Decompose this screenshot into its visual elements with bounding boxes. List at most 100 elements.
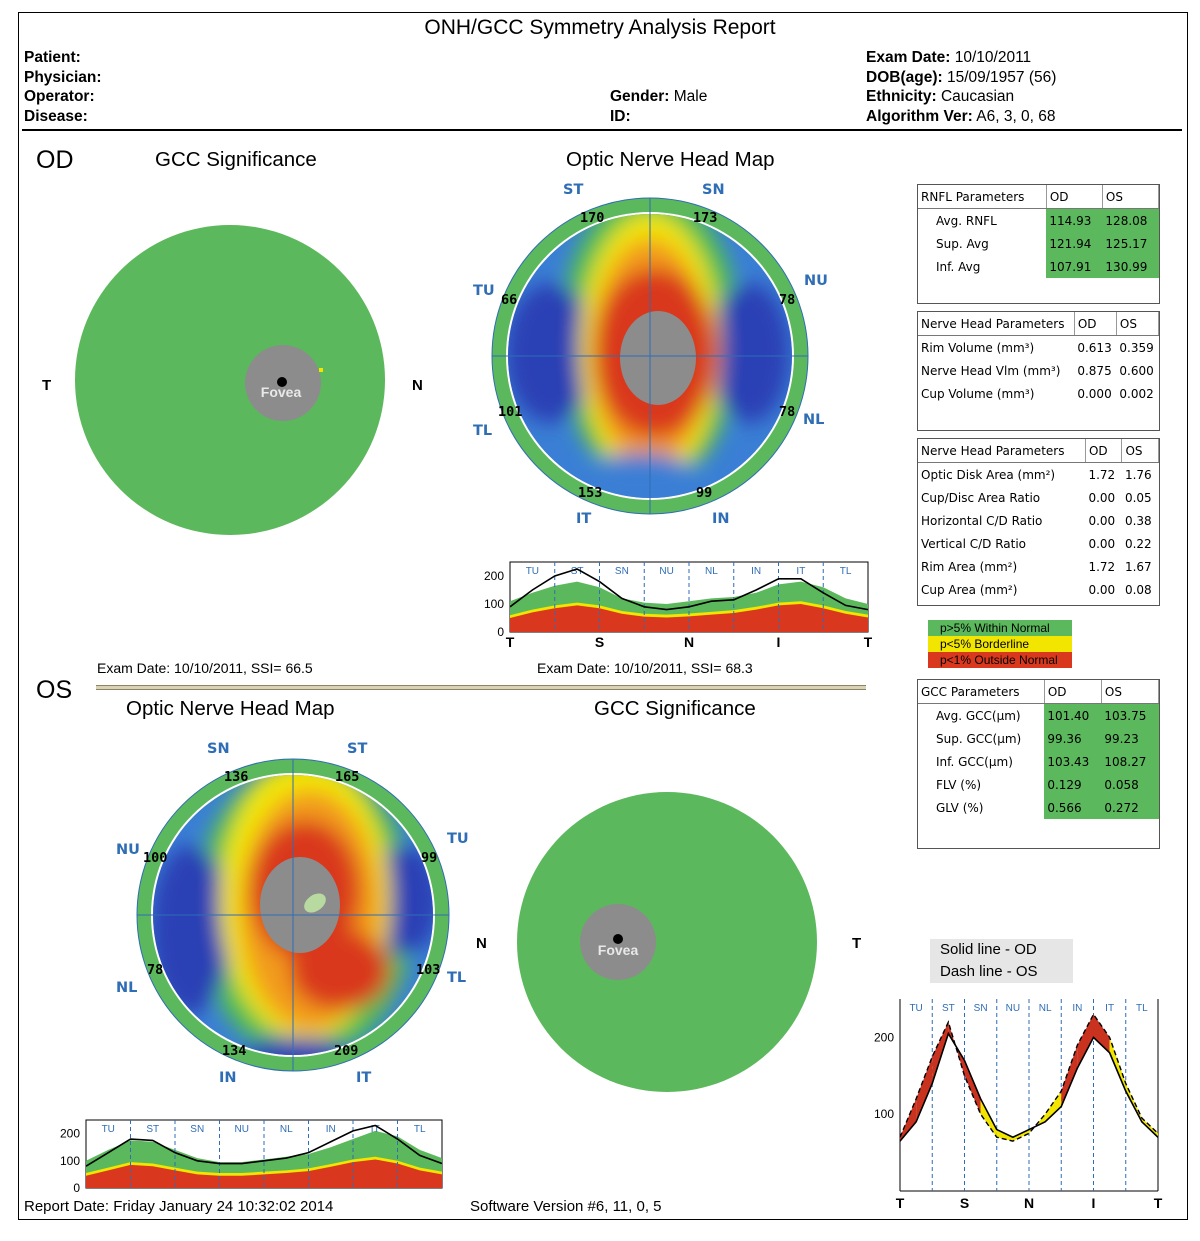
sector-label: TU [102, 1124, 115, 1135]
dob-value: 15/09/1957 (56) [946, 68, 1057, 86]
table-row: Vertical C/D Ratio 0.00 0.22 [918, 532, 1159, 555]
y-tick-label: 0 [497, 625, 504, 639]
y-tick-label: 200 [484, 569, 504, 583]
table-cell-label: Sup. Avg [936, 236, 989, 251]
table-cell-od: 114.93 [1046, 208, 1103, 232]
od-value-nasal-up: 78 [779, 292, 796, 308]
nerve-head-volume-table: Nerve Head Parameters OD OS Rim Volume (mm³… [917, 311, 1160, 431]
software-version: Software Version #6, 11, 0, 5 [470, 1198, 662, 1215]
sector-label: NU [235, 1124, 249, 1135]
os-cup-disc [260, 857, 340, 953]
table-row: GLV (%) 0.566 0.272 [918, 796, 1159, 819]
os-sector-nl: NL [116, 980, 138, 996]
x-tick-label: T [896, 1195, 905, 1211]
report-title: ONH/GCC Symmetry Analysis Report [424, 16, 776, 39]
od-gcc-normal-area [75, 225, 385, 535]
table-cell-label: Rim Area (mm²) [921, 559, 1018, 574]
table-cell-os: 0.058 [1101, 773, 1159, 796]
table-cell-od: 121.94 [1046, 232, 1103, 255]
table-header-0: RNFL Parameters [918, 185, 1047, 209]
od-value-inf-nasal: 99 [696, 485, 713, 501]
sector-label: NU [1006, 1003, 1020, 1014]
table-cell-label: Avg. GCC(µm) [936, 708, 1021, 723]
operator-label: Operator: [24, 88, 95, 105]
table-cell-label: Cup Volume (mm³) [921, 386, 1035, 401]
os-value-temp-low: 103 [416, 962, 441, 978]
difference-band [1077, 1014, 1094, 1069]
sector-label: IN [751, 566, 761, 577]
os-value-nasal-up: 100 [143, 850, 168, 866]
x-tick-label: S [595, 634, 604, 650]
legend-borderline: p<5% Borderline [928, 636, 1072, 652]
table-cell-od: 0.566 [1044, 796, 1102, 819]
table-row: Cup Area (mm²) 0.00 0.08 [918, 578, 1159, 601]
difference-band [900, 1098, 917, 1142]
od-gcc-significance-map: Fovea T N [42, 225, 423, 535]
exam-date-value: 10/10/2011 [954, 49, 1032, 66]
table-header-0: Nerve Head Parameters [918, 312, 1075, 336]
table-cell-os: 0.359 [1119, 340, 1154, 355]
od-n-label: N [412, 377, 423, 394]
difference-band [932, 1022, 949, 1084]
table-row: Optic Disk Area (mm²) 1.72 1.76 [918, 463, 1159, 487]
sector-label: IN [1072, 1003, 1082, 1014]
od-sector-nl: NL [803, 412, 825, 428]
measured-line [509, 568, 869, 611]
os-value-inf-temp: 209 [334, 1043, 359, 1059]
table-cell-label: GLV (%) [936, 800, 984, 815]
legend-within-normal: p>5% Within Normal [928, 620, 1072, 636]
exam-info-block: Exam Date: 10/10/2011 DOB(age): 15/09/19… [866, 48, 1056, 126]
table-cell-os: 0.38 [1124, 513, 1152, 528]
table-header-row: Nerve Head Parameters OD OS [918, 312, 1160, 336]
od-onh-map [491, 197, 809, 515]
od-value-sup-temp: 170 [580, 210, 605, 226]
table-cell-od: 99.36 [1044, 727, 1102, 750]
table-cell-os: 130.99 [1102, 255, 1159, 278]
table-cell-od: 0.00 [1088, 490, 1116, 505]
table-header-row: RNFL Parameters OD OS [918, 185, 1160, 209]
nerve-head-area-table: Nerve Head Parameters OD OS Optic Disk Area… [917, 438, 1160, 606]
table-row: Nerve Head Vlm (mm³) 0.875 0.600 [918, 359, 1159, 382]
od-sector-nu: NU [804, 273, 828, 289]
od-label: OD [36, 146, 74, 174]
x-tick-label: T [506, 634, 515, 650]
od-sector-tu: TU [473, 283, 495, 299]
table-cell-os: 103.75 [1101, 703, 1159, 727]
exam-date-label: Exam Date: [866, 49, 951, 66]
ethnicity-label: Ethnicity: [866, 88, 937, 105]
algorithm-label: Algorithm Ver: [866, 107, 973, 125]
x-tick-label: S [960, 1195, 969, 1211]
table-row: Cup/Disc Area Ratio 0.00 0.05 [918, 486, 1159, 509]
difference-band [996, 1129, 1013, 1142]
sector-label: TL [840, 566, 852, 577]
os-sector-nu: NU [116, 842, 140, 858]
table-cell-label: Sup. GCC(µm) [936, 731, 1022, 746]
table-cell-label: Vertical C/D Ratio [921, 536, 1027, 551]
difference-band [980, 1098, 997, 1138]
table-header-2: OS [1116, 312, 1160, 336]
od-t-label: T [42, 377, 51, 394]
x-tick-label: T [1154, 1195, 1163, 1211]
os-onh-map [136, 758, 450, 1072]
disease-label: Disease: [24, 107, 88, 125]
sector-label: TU [909, 1003, 922, 1014]
od-value-inf-temp: 153 [578, 485, 603, 501]
table-cell-od: 0.613 [1077, 340, 1112, 355]
table-cell-os: 0.272 [1101, 796, 1159, 819]
sector-label: TU [526, 566, 539, 577]
os-sector-in: IN [219, 1070, 237, 1086]
table-cell-od: 0.129 [1044, 773, 1102, 796]
od-cup-disc [620, 311, 696, 405]
id-label: ID: [610, 107, 631, 125]
table-cell-label: Inf. Avg [936, 259, 981, 274]
os-sector-sn: SN [207, 741, 230, 757]
y-tick-label: 0 [73, 1181, 80, 1194]
table-header-1: OD [1044, 680, 1102, 704]
header-rule [22, 129, 1182, 131]
difference-band [916, 1056, 933, 1122]
x-tick-label: N [684, 634, 694, 650]
os-sector-st: ST [347, 741, 368, 757]
gender-id-block: Gender: Male ID: [610, 87, 707, 126]
od-borderline-spot [319, 368, 323, 372]
rnfl-parameters-table: RNFL Parameters OD OS Avg. RNFL 114.93 128.08… [917, 184, 1160, 304]
